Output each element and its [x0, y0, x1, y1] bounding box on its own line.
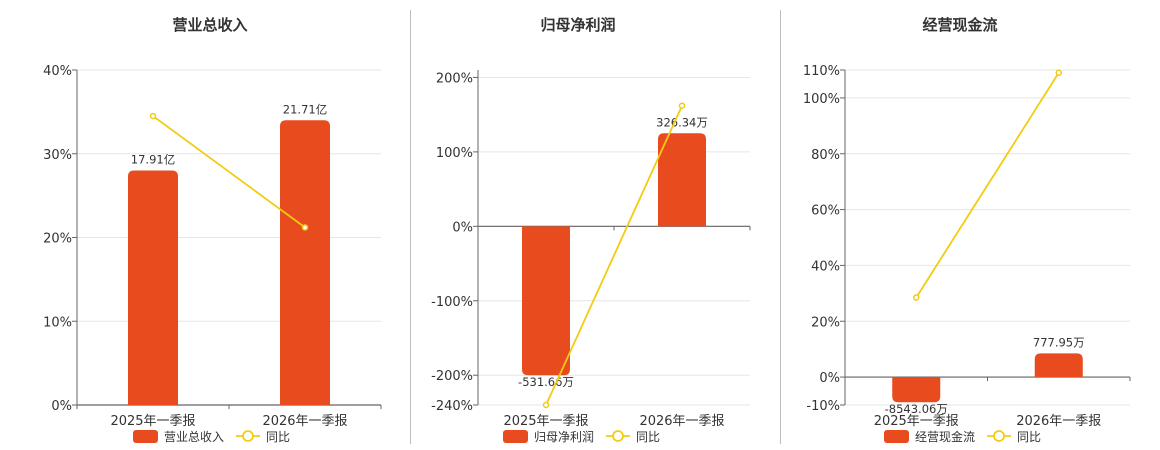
y-tick-label: 40% — [811, 259, 840, 274]
y-tick-label: 40% — [43, 64, 72, 79]
yoy-line — [545, 105, 683, 406]
legend-line-marker — [993, 430, 1005, 442]
y-tick-label: 0% — [819, 371, 840, 386]
legend-line-label: 同比 — [1017, 430, 1041, 444]
x-tick-label: 2026年一季报 — [639, 414, 724, 429]
y-tick-label: -240% — [431, 399, 473, 414]
legend: 归母净利润 同比 — [503, 430, 660, 444]
x-tick-label: 2025年一季报 — [110, 414, 195, 429]
legend-bar-swatch — [133, 430, 158, 443]
y-tick-label: 20% — [43, 232, 72, 247]
bar — [128, 170, 178, 405]
bar — [1034, 353, 1083, 378]
bar — [658, 133, 706, 227]
chart-title: 营业总收入 — [172, 16, 247, 34]
yoy-point — [1055, 69, 1062, 77]
legend: 营业总收入 同比 — [133, 430, 290, 444]
y-tick-label: -100% — [431, 295, 473, 310]
yoy-line — [915, 72, 1060, 299]
chart-title: 经营现金流 — [922, 16, 997, 34]
bar-data-label: 17.91亿 — [131, 153, 175, 167]
legend-line-label: 同比 — [636, 430, 660, 444]
yoy-point — [678, 102, 686, 109]
legend-bar-label: 营业总收入 — [164, 430, 224, 444]
x-tick-label: 2025年一季报 — [874, 414, 959, 429]
y-tick-label: -10% — [806, 399, 840, 414]
y-tick-label: 0% — [452, 220, 473, 235]
bar-data-label: 777.95万 — [1033, 335, 1085, 349]
x-tick-label: 2026年一季报 — [1016, 414, 1101, 429]
yoy-point — [542, 401, 550, 409]
legend-line-label: 同比 — [266, 430, 290, 444]
x-tick-label: 2026年一季报 — [262, 414, 347, 429]
y-tick-label: 10% — [43, 315, 72, 330]
legend-line-marker — [242, 430, 254, 442]
y-tick-label: 80% — [811, 148, 840, 163]
y-tick-label: 110% — [803, 64, 840, 79]
bar-data-label: 326.34万 — [656, 115, 708, 129]
chart-panel-1: 营业总收入 0% 10% 20% 30% 40% 2025年一季报 2026年一季报 17.91… — [43, 16, 382, 444]
y-tick-label: -200% — [431, 369, 473, 384]
yoy-line — [152, 115, 306, 229]
yoy-point — [149, 112, 157, 120]
legend-line-marker — [612, 430, 624, 442]
panel-divider-2 — [780, 10, 781, 444]
chart-panel-3: 经营现金流 -10% 0% 20% 40% 60% 80% 100% 110% 2025年一季报 2… — [803, 16, 1131, 444]
bar-data-label: -8543.06万 — [885, 402, 948, 416]
panel-divider-1 — [410, 10, 411, 444]
y-tick-label: 60% — [811, 204, 840, 219]
y-tick-label: 0% — [51, 399, 72, 414]
chart-title: 归母净利润 — [540, 16, 615, 34]
yoy-point — [913, 294, 920, 301]
legend-bar-swatch — [884, 430, 909, 443]
legend-bar-label: 经营现金流 — [915, 429, 975, 444]
x-tick-label: 2025年一季报 — [503, 414, 588, 429]
y-tick-label: 100% — [803, 92, 840, 107]
legend: 经营现金流 同比 — [884, 429, 1041, 444]
bar-data-label: 21.71亿 — [283, 102, 327, 116]
bar — [892, 377, 941, 403]
legend-bar-label: 归母净利润 — [534, 430, 594, 444]
y-tick-label: 20% — [811, 315, 840, 330]
y-tick-label: 100% — [436, 146, 473, 161]
bar — [522, 226, 570, 376]
yoy-point — [301, 224, 309, 231]
legend-bar-swatch — [503, 430, 528, 443]
chart-panel-2: 归母净利润 -240% -200% -100% 0% 100% 200% 2025年一季报 20… — [431, 16, 751, 444]
bar-data-label: -531.66万 — [518, 375, 574, 389]
y-tick-label: 30% — [43, 148, 72, 163]
bar — [280, 120, 330, 405]
y-tick-label: 200% — [436, 71, 473, 86]
